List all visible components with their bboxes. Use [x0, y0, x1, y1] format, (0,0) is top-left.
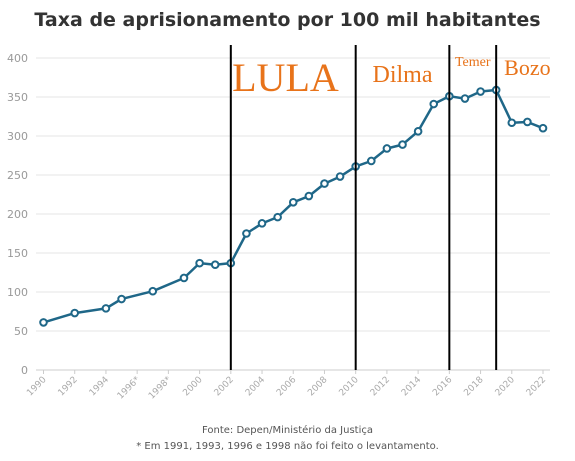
- era-label: Dilma: [373, 62, 433, 88]
- data-point: [320, 179, 329, 188]
- data-point: [257, 219, 267, 228]
- data-point: [335, 172, 345, 181]
- data-point: [398, 140, 407, 149]
- source-note: Fonte: Depen/Ministério da Justiça: [201, 425, 373, 436]
- era-label: LULA: [232, 55, 339, 100]
- chart-title: Taxa de aprisionamento por 100 mil habit…: [34, 9, 541, 31]
- x-tick-label: 2016: [431, 375, 454, 398]
- y-tick-label: 150: [7, 247, 28, 260]
- data-point: [460, 94, 470, 103]
- x-tick-label: 1994: [88, 375, 111, 398]
- y-tick-label: 300: [7, 130, 28, 143]
- data-point: [476, 87, 485, 96]
- data-point: [288, 198, 298, 207]
- y-tick-label: 400: [7, 52, 28, 65]
- x-tick-label: 2020: [494, 375, 517, 398]
- data-point: [242, 229, 251, 238]
- y-tick-label: 50: [14, 325, 28, 338]
- x-tick-label: 2022: [525, 375, 548, 398]
- y-tick-label: 250: [7, 169, 28, 182]
- data-point: [413, 127, 423, 136]
- footnote: * Em 1991, 1993, 1996 e 1998 não foi fei…: [136, 441, 439, 452]
- data-point: [523, 117, 532, 127]
- x-tick-label: 2014: [400, 375, 423, 398]
- data-point: [148, 286, 158, 296]
- x-tick-label: 1998*: [147, 375, 174, 402]
- y-tick-label: 200: [7, 208, 28, 221]
- era-label: Temer: [455, 55, 491, 70]
- x-tick-label: 2006: [275, 375, 298, 398]
- data-point: [538, 123, 548, 133]
- x-tick-label: 2008: [306, 375, 329, 398]
- x-tick-label: 2002: [213, 375, 236, 398]
- data-point: [366, 156, 376, 166]
- x-tick-label: 1992: [57, 375, 80, 398]
- data-point: [179, 273, 189, 283]
- era-label: Bozo: [504, 55, 550, 80]
- x-tick-label: 2012: [369, 375, 392, 398]
- y-tick-label: 100: [7, 286, 28, 299]
- data-point: [70, 308, 80, 318]
- x-tick-label: 1996*: [116, 375, 143, 402]
- data-point: [117, 294, 126, 304]
- data-point: [273, 212, 282, 222]
- data-point: [507, 118, 517, 128]
- data-point: [429, 99, 439, 109]
- data-point: [195, 258, 204, 268]
- y-tick-label: 350: [7, 91, 28, 104]
- x-tick-label: 2004: [244, 375, 267, 398]
- x-tick-label: 1990: [25, 375, 48, 398]
- x-tick-label: 2000: [181, 375, 204, 398]
- y-tick-label: 0: [21, 364, 28, 377]
- data-point: [210, 260, 220, 270]
- data-point: [39, 318, 48, 327]
- x-tick-label: 2010: [338, 375, 361, 398]
- x-tick-label: 2018: [462, 375, 485, 398]
- data-point: [101, 304, 111, 313]
- data-point: [382, 144, 392, 153]
- data-point: [304, 191, 314, 201]
